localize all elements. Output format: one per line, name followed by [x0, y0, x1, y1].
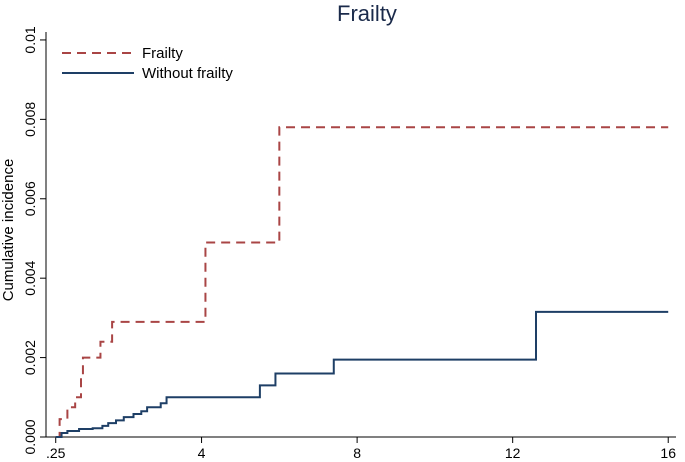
y-tick-label-4: 0.008	[22, 102, 38, 137]
y-tick-label-0: 0.000	[22, 419, 38, 454]
series-line-1	[55, 310, 669, 438]
y-tick-label-5: 0.01	[22, 26, 38, 53]
y-tick-label-2: 0.004	[22, 260, 38, 295]
x-tick-label-4: 16	[660, 445, 676, 461]
y-ticks: 0.000 0.002 0.004 0.006 0.008 0.01	[22, 26, 46, 455]
x-ticks: .25 4 8 12 16	[46, 437, 676, 461]
x-tick-label-2: 8	[353, 445, 361, 461]
y-tick-label-1: 0.002	[22, 340, 38, 375]
x-tick-label-1: 4	[198, 445, 206, 461]
legend-label-without-frailty: Without frailty	[142, 65, 233, 82]
legend: Frailty Without frailty	[62, 45, 233, 82]
y-tick-label-3: 0.006	[22, 181, 38, 216]
legend-label-frailty: Frailty	[142, 45, 183, 62]
series-line-0	[55, 126, 669, 438]
chart-title: Frailty	[337, 1, 397, 26]
x-tick-label-0: .25	[46, 445, 66, 461]
series-group	[55, 126, 669, 438]
x-tick-label-3: 12	[505, 445, 521, 461]
y-axis-label: Cumulative incidence	[0, 159, 17, 302]
